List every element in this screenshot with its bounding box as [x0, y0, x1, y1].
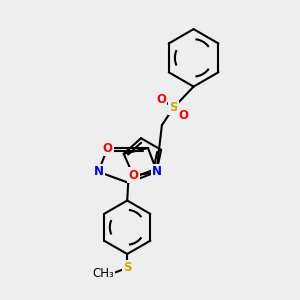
Text: S: S — [123, 261, 131, 274]
Text: O: O — [156, 93, 166, 106]
Text: S: S — [169, 101, 178, 114]
Text: O: O — [128, 169, 138, 182]
Text: N: N — [94, 165, 103, 178]
Text: N: N — [152, 165, 162, 178]
Text: O: O — [179, 109, 189, 122]
Text: CH₃: CH₃ — [93, 267, 114, 280]
Text: O: O — [102, 142, 112, 154]
